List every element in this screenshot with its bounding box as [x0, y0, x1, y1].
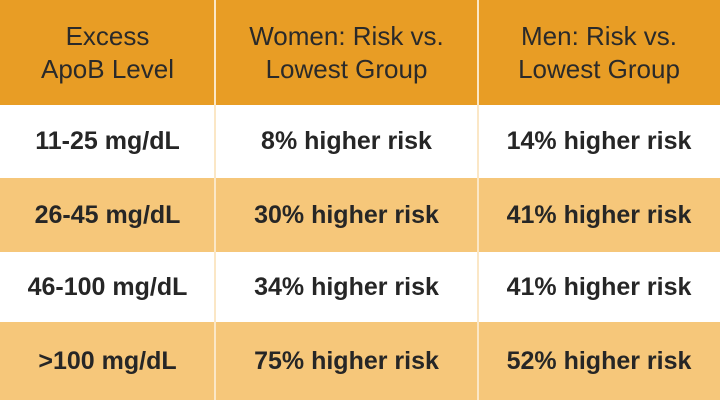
table-cell: 8% higher risk: [215, 105, 478, 178]
table-cell: >100 mg/dL: [0, 322, 215, 400]
header-text: ApoB Level: [41, 53, 174, 84]
header-cell: Excess ApoB Level: [0, 0, 215, 105]
header-text: Men: Risk vs.: [520, 20, 678, 51]
header-cell: Men: Risk vs. Lowest Group: [478, 0, 720, 105]
table-cell: 41% higher risk: [478, 178, 720, 252]
table-cell: 34% higher risk: [215, 252, 478, 322]
table-cell: 11-25 mg/dL: [0, 105, 215, 178]
table-cell: 46-100 mg/dL: [0, 252, 215, 322]
table-cell: 52% higher risk: [478, 322, 720, 400]
header-text: Lowest Group: [518, 53, 680, 84]
table-cell: 41% higher risk: [478, 252, 720, 322]
table-cell: 14% higher risk: [478, 105, 720, 178]
header-cell: Women: Risk vs. Lowest Group: [215, 0, 478, 105]
table-cell: 26-45 mg/dL: [0, 178, 215, 252]
column-divider: [477, 0, 479, 400]
table-cell: 30% higher risk: [215, 178, 478, 252]
table-cell: 75% higher risk: [215, 322, 478, 400]
header-text: Excess: [65, 20, 150, 51]
header-text: Women: Risk vs.: [249, 20, 444, 51]
column-divider: [214, 0, 216, 400]
header-text: Lowest Group: [265, 53, 428, 84]
